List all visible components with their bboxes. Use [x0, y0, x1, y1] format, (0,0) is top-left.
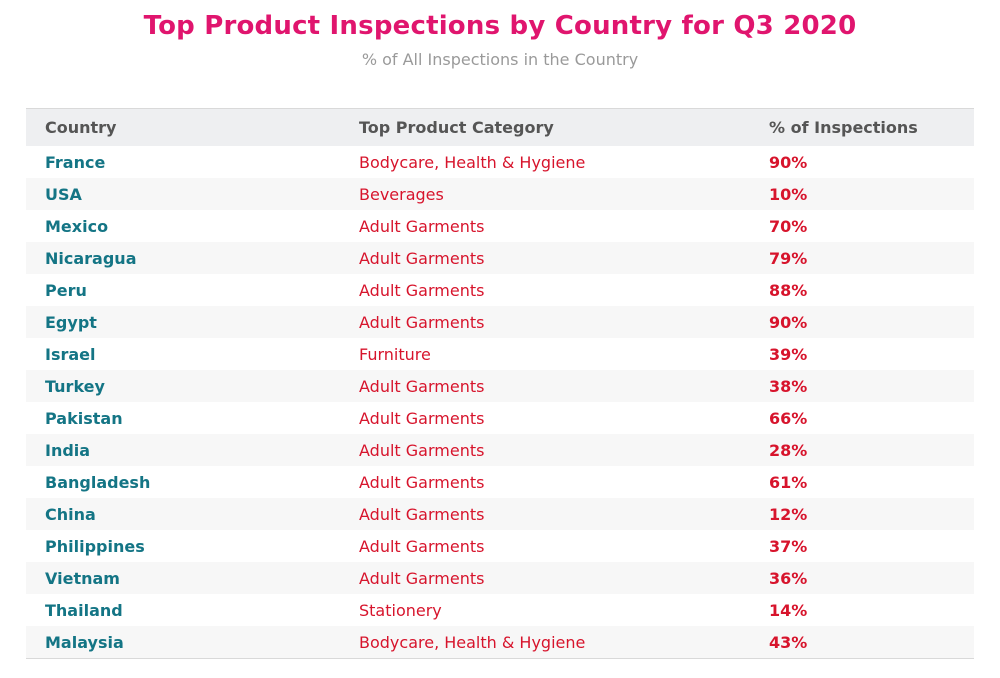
table-row: Mexico Adult Garments 70% [26, 210, 974, 242]
cell-pct: 79% [769, 248, 808, 268]
table-row: Israel Furniture 39% [26, 338, 974, 370]
header-country: Country [45, 118, 117, 137]
cell-pct: 43% [769, 632, 808, 652]
cell-category: Adult Garments [359, 280, 485, 300]
cell-category: Adult Garments [359, 504, 485, 524]
cell-country: Turkey [45, 376, 105, 396]
table-row: Thailand Stationery 14% [26, 594, 974, 626]
cell-pct: 90% [769, 312, 808, 332]
cell-category: Stationery [359, 600, 442, 620]
cell-category: Adult Garments [359, 536, 485, 556]
table-body: France Bodycare, Health & Hygiene 90% USA Be… [26, 146, 974, 658]
cell-country: Philippines [45, 536, 145, 556]
table-row: Philippines Adult Garments 37% [26, 530, 974, 562]
cell-pct: 12% [769, 504, 808, 524]
cell-pct: 39% [769, 344, 808, 364]
cell-country: Nicaragua [45, 248, 137, 268]
table-row: USA Beverages 10% [26, 178, 974, 210]
table-row: Pakistan Adult Garments 66% [26, 402, 974, 434]
table-row: Peru Adult Garments 88% [26, 274, 974, 306]
cell-category: Adult Garments [359, 408, 485, 428]
table-row: Bangladesh Adult Garments 61% [26, 466, 974, 498]
cell-category: Adult Garments [359, 568, 485, 588]
cell-country: France [45, 152, 106, 172]
cell-category: Bodycare, Health & Hygiene [359, 152, 586, 172]
cell-country: USA [45, 184, 82, 204]
cell-pct: 36% [769, 568, 808, 588]
cell-country: Pakistan [45, 408, 123, 428]
cell-pct: 38% [769, 376, 808, 396]
cell-pct: 14% [769, 600, 808, 620]
table-row: Malaysia Bodycare, Health & Hygiene 43% [26, 626, 974, 658]
table-row: India Adult Garments 28% [26, 434, 974, 466]
cell-country: Vietnam [45, 568, 120, 588]
table-row: China Adult Garments 12% [26, 498, 974, 530]
cell-category: Beverages [359, 184, 444, 204]
cell-category: Adult Garments [359, 472, 485, 492]
inspections-table: Country Top Product Category % of Inspec… [26, 108, 974, 659]
table-row: Egypt Adult Garments 90% [26, 306, 974, 338]
header-category: Top Product Category [359, 118, 554, 137]
cell-country: China [45, 504, 96, 524]
cell-pct: 61% [769, 472, 808, 492]
table-row: Nicaragua Adult Garments 79% [26, 242, 974, 274]
chart-subtitle: % of All Inspections in the Country [361, 50, 639, 69]
cell-category: Bodycare, Health & Hygiene [359, 632, 586, 652]
cell-pct: 88% [769, 280, 808, 300]
cell-pct: 70% [769, 216, 808, 236]
header-pct: % of Inspections [769, 118, 918, 137]
cell-pct: 66% [769, 408, 808, 428]
cell-category: Adult Garments [359, 376, 485, 396]
cell-pct: 28% [769, 440, 808, 460]
table-row: France Bodycare, Health & Hygiene 90% [26, 146, 974, 178]
cell-country: Israel [45, 344, 96, 364]
table-header-row: Country Top Product Category % of Inspec… [26, 109, 974, 146]
cell-country: Egypt [45, 312, 97, 332]
cell-country: Bangladesh [45, 472, 151, 492]
cell-country: Peru [45, 280, 87, 300]
cell-category: Adult Garments [359, 216, 485, 236]
cell-category: Furniture [359, 344, 431, 364]
chart-title: Top Product Inspections by Country for Q… [143, 11, 857, 41]
cell-country: India [45, 440, 91, 460]
cell-country: Malaysia [45, 632, 124, 652]
table-row: Turkey Adult Garments 38% [26, 370, 974, 402]
cell-pct: 90% [769, 152, 808, 172]
cell-pct: 37% [769, 536, 808, 556]
table-row: Vietnam Adult Garments 36% [26, 562, 974, 594]
cell-category: Adult Garments [359, 312, 485, 332]
cell-pct: 10% [769, 184, 808, 204]
cell-country: Mexico [45, 216, 109, 236]
cell-category: Adult Garments [359, 248, 485, 268]
cell-category: Adult Garments [359, 440, 485, 460]
cell-country: Thailand [45, 600, 123, 620]
